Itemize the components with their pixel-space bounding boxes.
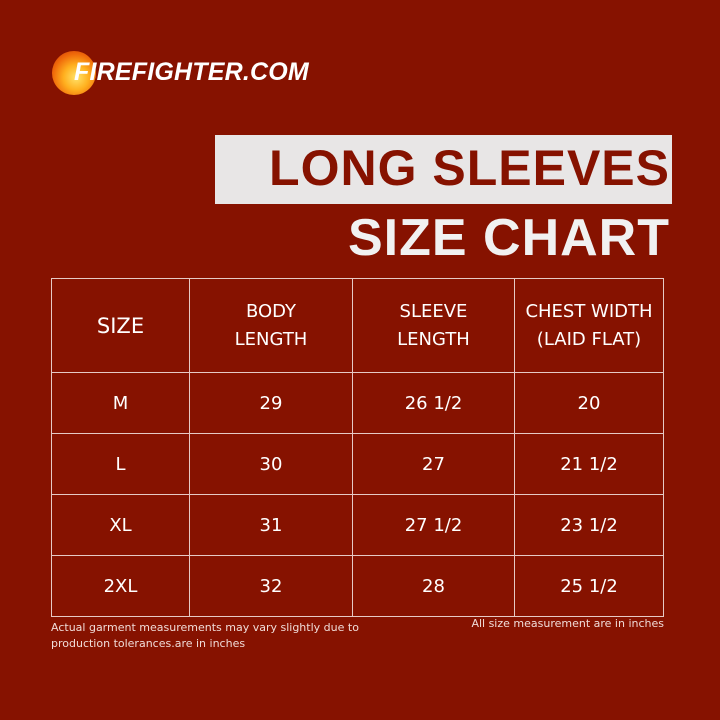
- cell-sleeve-length: 26 1/2: [352, 372, 515, 434]
- table-row: L 30 27 21 1/2: [51, 433, 664, 495]
- header-size: SIZE: [51, 278, 190, 373]
- cell-chest-width: 23 1/2: [514, 494, 664, 556]
- header-sleeve-length: SLEEVE LENGTH: [352, 278, 515, 373]
- cell-sleeve-length: 27 1/2: [352, 494, 515, 556]
- cell-size: M: [51, 372, 190, 434]
- cell-sleeve-length: 28: [352, 555, 515, 617]
- units-note: All size measurement are in inches: [471, 617, 664, 630]
- cell-body-length: 30: [189, 433, 353, 495]
- table-row: M 29 26 1/2 20: [51, 372, 664, 434]
- table-row: XL 31 27 1/2 23 1/2: [51, 494, 664, 556]
- logo-text: FIREFIGHTER.COM: [74, 58, 309, 86]
- title-line2: SIZE CHART: [348, 209, 670, 267]
- brand-logo: FIREFIGHTER.COM: [52, 50, 309, 96]
- cell-size: XL: [51, 494, 190, 556]
- cell-size: L: [51, 433, 190, 495]
- cell-size: 2XL: [51, 555, 190, 617]
- title-highlight: [215, 135, 672, 204]
- title-line1: LONG SLEEVES: [269, 140, 670, 196]
- header-chest-width: CHEST WIDTH (LAID FLAT): [514, 278, 664, 373]
- header-row: SIZE BODY LENGTH SLEEVE LENGTH CHEST WIDTH…: [51, 278, 664, 373]
- cell-body-length: 29: [189, 372, 353, 434]
- cell-body-length: 32: [189, 555, 353, 617]
- fire-ball-icon: [52, 51, 96, 95]
- cell-chest-width: 21 1/2: [514, 433, 664, 495]
- cell-chest-width: 20: [514, 372, 664, 434]
- size-chart-table: SIZE BODY LENGTH SLEEVE LENGTH CHEST WIDTH…: [51, 278, 664, 617]
- cell-sleeve-length: 27: [352, 433, 515, 495]
- header-body-length: BODY LENGTH: [189, 278, 353, 373]
- cell-body-length: 31: [189, 494, 353, 556]
- table-row: 2XL 32 28 25 1/2: [51, 555, 664, 617]
- cell-chest-width: 25 1/2: [514, 555, 664, 617]
- disclaimer-note: Actual garment measurements may vary sli…: [51, 621, 359, 650]
